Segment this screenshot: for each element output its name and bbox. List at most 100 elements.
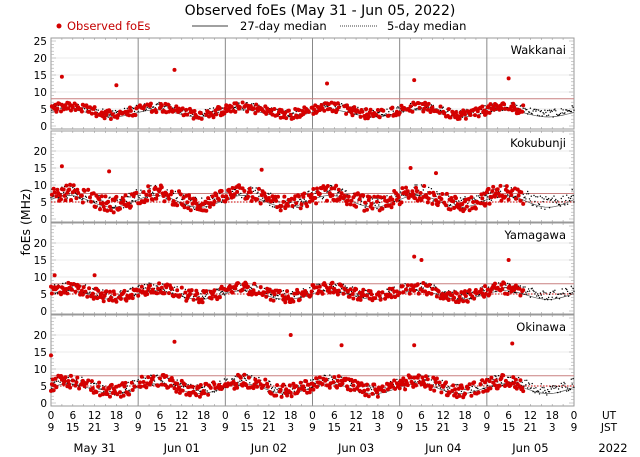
median-5day-point — [242, 109, 245, 111]
observed-foes-point — [175, 288, 180, 293]
observed-foes-point — [319, 103, 324, 107]
observed-foes-point — [519, 190, 524, 195]
observed-foes-point — [96, 288, 101, 293]
observed-foes-point — [521, 389, 526, 394]
median-5day-point — [538, 297, 541, 299]
median-5day-point — [269, 380, 271, 383]
median-5day-point — [212, 107, 215, 109]
observed-foes-point — [328, 285, 333, 290]
median-5day-point — [331, 378, 334, 381]
median-5day-point — [534, 392, 536, 394]
median-5day-point — [497, 375, 500, 377]
median-5day-point — [64, 282, 67, 284]
observed-foes-point — [202, 391, 207, 396]
median-5day-point — [430, 104, 433, 106]
median-5day-point — [270, 192, 272, 194]
observed-foes-point — [49, 291, 54, 296]
median-5day-point — [508, 196, 511, 198]
median-5day-point — [562, 195, 564, 197]
y-tick-label: 5 — [40, 104, 47, 116]
observed-foes-point — [317, 284, 322, 289]
median-5day-point — [541, 297, 543, 299]
observed-foes-point — [169, 286, 174, 291]
median-5day-point — [550, 388, 552, 390]
observed-foes-point — [348, 388, 353, 393]
median-5day-point — [328, 378, 330, 380]
observed-foes-point — [332, 375, 337, 380]
observed-foes-point — [386, 113, 391, 118]
median-5day-point — [258, 376, 260, 379]
median-5day-point — [347, 293, 349, 295]
median-5day-point — [377, 198, 379, 200]
observed-foes-point — [235, 385, 240, 390]
observed-foes-point — [258, 201, 263, 206]
observed-foes-point — [345, 103, 349, 108]
observed-foes-point — [246, 194, 250, 199]
observed-foes-point — [188, 208, 193, 213]
median-5day-point — [404, 283, 406, 285]
observed-foes-point — [54, 385, 59, 390]
observed-foes-point — [251, 106, 256, 111]
observed-foes-point — [480, 196, 485, 201]
observed-foes-point — [185, 200, 190, 205]
observed-foes-point — [510, 341, 515, 346]
observed-foes-point — [59, 164, 64, 169]
observed-foes-point — [210, 194, 215, 199]
median-5day-point — [507, 194, 509, 196]
median-5day-point — [203, 297, 206, 300]
observed-foes-point — [291, 299, 296, 304]
median-5day-point — [528, 198, 531, 200]
observed-foes-point — [99, 194, 104, 199]
observed-foes-point — [229, 104, 234, 109]
median-5day-point — [569, 388, 572, 391]
median-5day-point — [84, 195, 87, 197]
median-5day-point — [360, 200, 363, 202]
median-5day-point — [271, 386, 274, 388]
observed-foes-point — [288, 333, 293, 337]
median-5day-point — [534, 108, 536, 111]
observed-foes-point — [361, 193, 366, 198]
observed-foes-point — [340, 381, 345, 386]
median-5day-point — [378, 112, 380, 114]
median-5day-point — [558, 203, 561, 206]
median-5day-point — [219, 293, 221, 295]
median-5day-point — [137, 379, 139, 381]
observed-foes-point — [464, 204, 469, 209]
median-5day-point — [256, 286, 258, 288]
observed-foes-point — [259, 167, 264, 172]
median-5day-point — [305, 200, 307, 202]
median-5day-point — [541, 115, 543, 117]
observed-foes-point — [488, 102, 493, 107]
observed-foes-point — [150, 197, 155, 202]
median-5day-point — [221, 107, 224, 109]
observed-foes-point — [249, 199, 254, 203]
median-5day-point — [349, 384, 352, 386]
median-5day-point — [442, 106, 444, 108]
ut-tick-label: 18 — [546, 410, 559, 422]
observed-foes-point — [288, 390, 293, 395]
observed-foes-point — [61, 187, 66, 192]
median-5day-point — [149, 188, 151, 190]
observed-foes-point — [476, 390, 481, 395]
median-5day-point — [340, 103, 343, 105]
observed-foes-point — [363, 200, 368, 205]
median-5day-point — [86, 200, 89, 202]
median-5day-point — [143, 283, 146, 286]
observed-foes-point — [434, 294, 439, 299]
observed-foes-point — [277, 288, 282, 293]
median-5day-point — [507, 290, 510, 293]
jst-tick-label: 9 — [396, 422, 403, 434]
observed-foes-point — [439, 390, 444, 395]
median-5day-point — [483, 200, 485, 202]
observed-foes-point — [99, 291, 104, 296]
observed-foes-point — [220, 194, 225, 199]
y-tick-label: 10 — [34, 364, 47, 376]
median-5day-point — [112, 110, 114, 112]
median-5day-point — [464, 388, 466, 391]
observed-foes-point — [187, 292, 192, 297]
observed-foes-point — [97, 197, 102, 202]
median-5day-point — [162, 283, 164, 285]
median-5day-point — [397, 106, 399, 108]
median-5day-point — [561, 112, 563, 114]
median-5day-point — [128, 192, 130, 195]
